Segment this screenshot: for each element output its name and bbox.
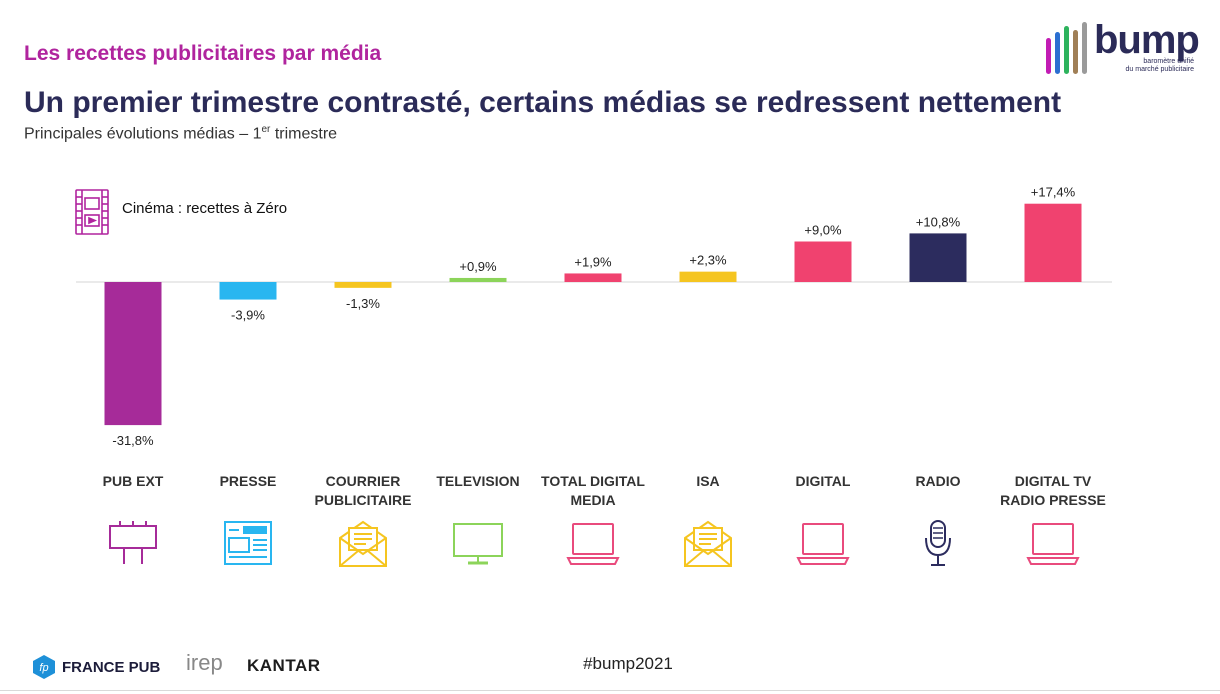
bump-logo-tagline: baromètre unifié du marché publicitaire (1110, 58, 1194, 74)
irep-logo: irep (186, 650, 223, 675)
mail-envelope-icon (681, 518, 735, 570)
bar-presse (219, 282, 277, 300)
france-pub-text: FRANCE PUB (62, 659, 161, 676)
data-label: +10,8% (916, 214, 961, 229)
logo-bar-3 (1064, 26, 1069, 74)
subtitle-superscript: er (261, 124, 271, 135)
bump-logo: bump baromètre unifié du marché publicit… (1040, 18, 1210, 80)
category-label-line: RADIO (915, 473, 961, 489)
section-kicker: Les recettes publicitaires par média (24, 42, 382, 65)
bump-logo-word: bump (1094, 18, 1200, 62)
data-label: +0,9% (459, 259, 497, 274)
page-title: Un premier trimestre contrasté, certains… (24, 86, 1062, 119)
data-label: +9,0% (804, 223, 842, 238)
data-label: +2,3% (689, 253, 727, 268)
logo-bar-5 (1082, 22, 1087, 74)
bar-television (449, 277, 507, 282)
category-label-line: TELEVISION (436, 473, 520, 489)
hashtag: #bump2021 (583, 654, 673, 673)
bump-tagline-line-2: du marché publicitaire (1125, 66, 1194, 73)
category-label: ISA (643, 472, 773, 491)
data-label: -31,8% (112, 433, 154, 448)
category-label-line: DIGITAL (795, 473, 851, 489)
category-label: RADIO (873, 472, 1003, 491)
subtitle-text: Principales évolutions médias – 1 (24, 125, 262, 143)
bar-courrier-publicitaire (334, 282, 392, 288)
bar-pub-ext (104, 282, 162, 426)
laptop-icon (566, 518, 620, 570)
page-subtitle: Principales évolutions médias – 1er trim… (24, 124, 337, 143)
category-label-line: TOTAL DIGITAL (541, 473, 645, 489)
category-label-line: ISA (696, 473, 720, 489)
subtitle-tail: trimestre (270, 125, 338, 143)
kantar-logo: KANTAR (247, 656, 321, 675)
category-label: TELEVISION (413, 472, 543, 491)
data-label: -1,3% (346, 296, 380, 311)
france-pub-badge-icon: fp (33, 655, 55, 679)
film-icon (75, 189, 109, 235)
newspaper-icon (221, 518, 275, 570)
category-label-line: PRESSE (219, 473, 277, 489)
mail-envelope-icon (336, 518, 390, 570)
bar-radio (909, 233, 967, 282)
category-label: TOTAL DIGITAL MEDIA (528, 472, 658, 510)
logo-bar-4 (1073, 30, 1078, 74)
laptop-icon (1026, 518, 1080, 570)
data-label: +1,9% (574, 254, 612, 269)
bar-isa (679, 271, 737, 282)
category-label: PRESSE (183, 472, 313, 491)
bar-total-digital-media (564, 273, 622, 282)
bar-chart: -31,8% -3,9% -1,3% +0,9% +1,9% +2,3% +9,0% +10,… (76, 185, 1112, 448)
category-label: DIGITAL (758, 472, 888, 491)
category-label-line: PUBLICITAIRE (314, 492, 412, 508)
category-label: DIGITAL TV RADIO PRESSE (988, 472, 1118, 510)
bump-logo-bars (1046, 22, 1087, 74)
logo-bar-2 (1055, 32, 1060, 74)
bump-tagline-line-1: baromètre unifié (1143, 58, 1194, 65)
category-label-line: RADIO PRESSE (1000, 492, 1106, 508)
category-label-line: COURRIER (325, 473, 401, 489)
cinema-note-text: Cinéma : recettes à Zéro (122, 200, 288, 217)
laptop-icon (796, 518, 850, 570)
microphone-icon (911, 518, 965, 570)
billboard-icon (106, 518, 160, 570)
bar-digital (794, 241, 852, 282)
category-label: COURRIER PUBLICITAIRE (298, 472, 428, 510)
category-label-line: DIGITAL TV (1014, 473, 1092, 489)
svg-text:fp: fp (39, 662, 48, 674)
category-label: PUB EXT (68, 472, 198, 491)
footer-divider (0, 690, 1220, 691)
category-label-line: PUB EXT (102, 473, 164, 489)
bar-digital-tv-radio-presse (1024, 203, 1082, 282)
category-label-line: MEDIA (570, 492, 616, 508)
television-icon (451, 518, 505, 570)
data-label: -3,9% (231, 308, 265, 323)
data-label: +17,4% (1031, 185, 1076, 200)
logo-bar-1 (1046, 38, 1051, 74)
